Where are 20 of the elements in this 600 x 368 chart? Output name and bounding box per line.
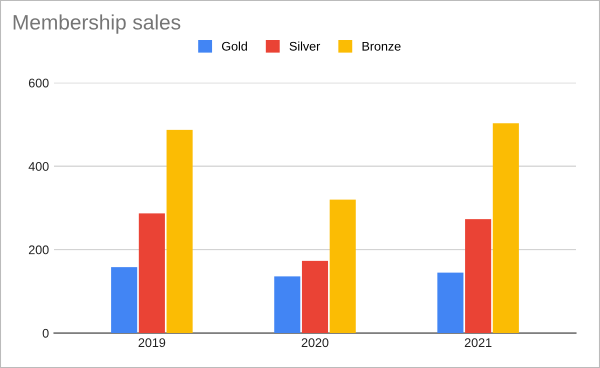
bar <box>330 200 356 334</box>
chart-title: Membership sales <box>14 14 180 34</box>
bar <box>111 267 138 334</box>
bar <box>302 260 328 334</box>
legend-label: Gold <box>222 42 247 51</box>
y-tick-label: 400 <box>28 162 49 171</box>
x-tick-label: 2019 <box>138 338 166 348</box>
x-tick-label: 2020 <box>302 338 328 348</box>
bar <box>166 130 193 334</box>
bar <box>465 219 492 334</box>
bar <box>138 213 165 334</box>
y-tick-label: 200 <box>28 245 49 254</box>
x-tick-label: 2021 <box>464 338 492 348</box>
y-tick-label: 600 <box>28 78 49 88</box>
legend-label: Bronze <box>362 42 401 51</box>
bar <box>437 272 464 334</box>
bar <box>492 123 519 334</box>
y-tick-label: 0 <box>42 328 49 338</box>
legend-label: Silver <box>290 42 320 51</box>
bar <box>274 276 300 334</box>
